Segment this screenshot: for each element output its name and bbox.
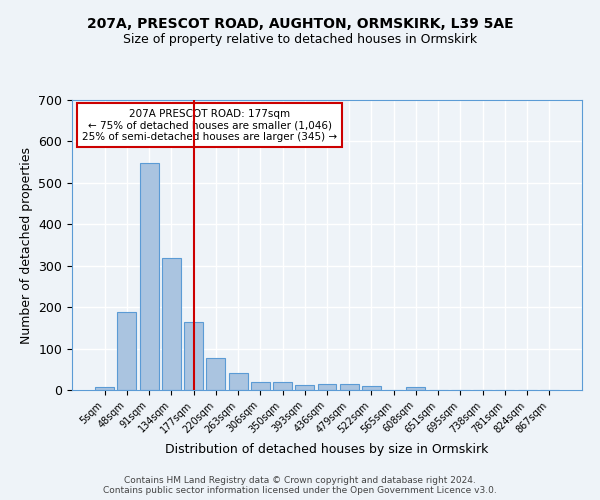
Y-axis label: Number of detached properties: Number of detached properties (20, 146, 33, 344)
Bar (295, 384, 314, 390)
Bar (95, 386, 114, 390)
Bar (251, 382, 270, 390)
Bar (184, 322, 203, 390)
Bar (118, 312, 136, 390)
Text: Contains HM Land Registry data © Crown copyright and database right 2024.: Contains HM Land Registry data © Crown c… (124, 476, 476, 485)
Bar (340, 384, 359, 390)
Text: Contains public sector information licensed under the Open Government Licence v3: Contains public sector information licen… (103, 486, 497, 495)
Bar (406, 387, 425, 390)
Text: Size of property relative to detached houses in Ormskirk: Size of property relative to detached ho… (123, 32, 477, 46)
Bar (273, 382, 292, 390)
Bar (162, 258, 181, 390)
Bar (206, 358, 225, 390)
Text: 207A, PRESCOT ROAD, AUGHTON, ORMSKIRK, L39 5AE: 207A, PRESCOT ROAD, AUGHTON, ORMSKIRK, L… (86, 18, 514, 32)
Bar (362, 386, 381, 390)
Bar (317, 384, 337, 390)
Bar (140, 163, 158, 390)
Text: 207A PRESCOT ROAD: 177sqm
← 75% of detached houses are smaller (1,046)
25% of se: 207A PRESCOT ROAD: 177sqm ← 75% of detac… (82, 108, 337, 142)
Bar (229, 372, 248, 390)
X-axis label: Distribution of detached houses by size in Ormskirk: Distribution of detached houses by size … (166, 443, 488, 456)
